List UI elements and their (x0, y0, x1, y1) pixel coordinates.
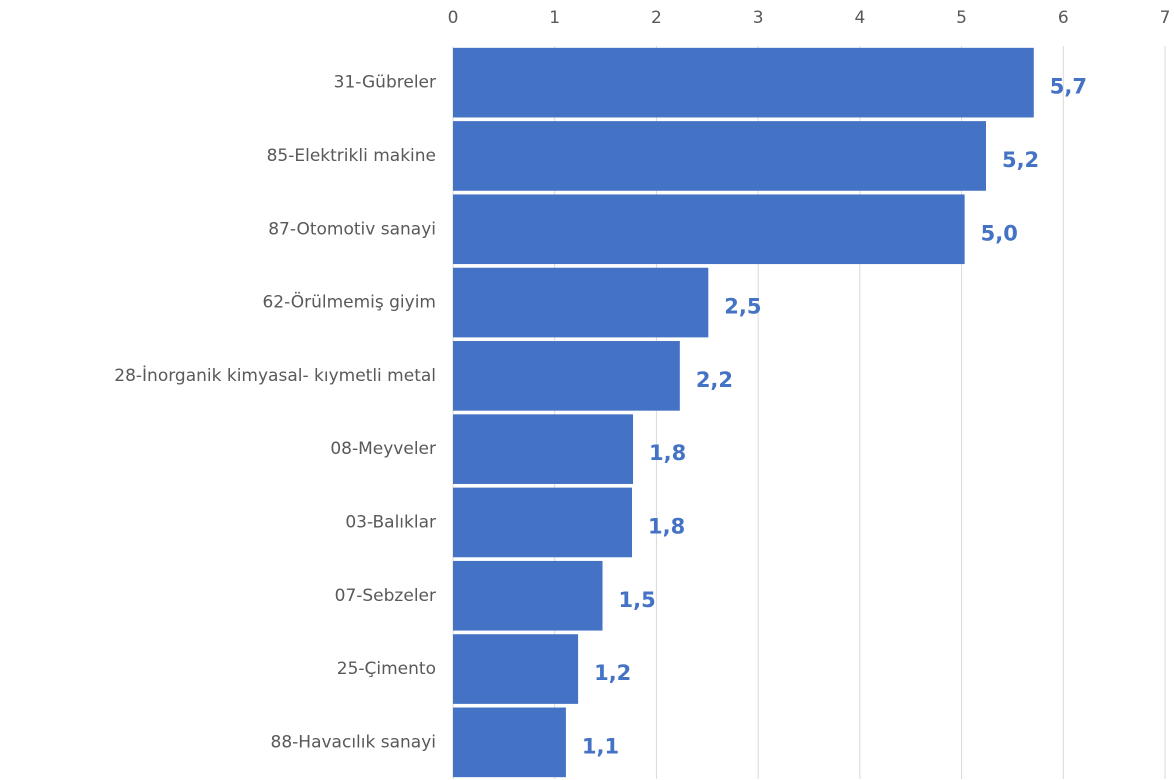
y-tick-label: 87-Otomotiv sanayi (268, 219, 436, 239)
x-tick-label: 0 (448, 8, 459, 28)
value-label: 1,8 (648, 514, 685, 538)
x-tick-label: 6 (1058, 8, 1069, 28)
value-label: 2,5 (724, 295, 761, 319)
value-label: 5,7 (1050, 75, 1087, 99)
y-tick-label: 08-Meyveler (330, 439, 436, 459)
value-label: 5,0 (981, 221, 1018, 245)
value-label: 1,1 (582, 734, 619, 758)
bar (453, 267, 709, 338)
bar (453, 560, 603, 631)
x-tick-label: 5 (956, 8, 967, 28)
x-tick-label: 1 (549, 8, 560, 28)
y-tick-label: 28-İnorganik kimyasal- kıymetli metal (114, 365, 436, 386)
x-tick-label: 7 (1160, 8, 1171, 28)
bar (453, 707, 566, 778)
y-tick-label: 85-Elektrikli makine (267, 146, 436, 166)
bar (453, 487, 633, 558)
y-tick-label: 88-Havacılık sanayi (271, 732, 436, 752)
bar (453, 121, 986, 191)
y-tick-label: 31-Gübreler (334, 73, 436, 93)
bar (453, 414, 634, 484)
value-label: 1,8 (649, 441, 686, 465)
bar (453, 634, 579, 704)
bar (453, 47, 1034, 118)
bar (453, 341, 680, 411)
bar (453, 194, 965, 265)
value-label: 5,2 (1002, 148, 1039, 172)
x-tick-label: 2 (651, 8, 662, 28)
x-tick-label: 4 (854, 8, 865, 28)
value-label: 1,2 (594, 661, 631, 685)
value-label: 2,2 (696, 368, 733, 392)
y-tick-label: 03-Balıklar (345, 512, 436, 532)
y-tick-label: 25-Çimento (337, 659, 436, 679)
y-tick-label: 07-Sebzeler (335, 586, 436, 606)
y-tick-label: 62-Örülmemiş giyim (262, 291, 436, 313)
x-tick-label: 3 (753, 8, 764, 28)
value-label: 1,5 (619, 588, 656, 612)
